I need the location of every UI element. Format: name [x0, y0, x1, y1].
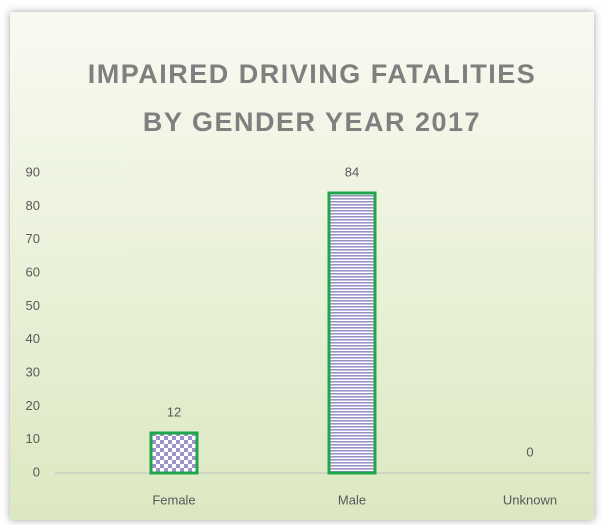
- y-tick-label: 10: [26, 431, 40, 446]
- y-tick-label: 40: [26, 331, 40, 346]
- y-tick-label: 80: [26, 198, 40, 213]
- chart-title: BY GENDER YEAR 2017: [143, 107, 481, 137]
- x-tick-label: Female: [152, 492, 195, 507]
- data-label: 0: [526, 444, 533, 459]
- y-tick-label: 20: [26, 398, 40, 413]
- x-tick-label: Unknown: [503, 492, 557, 507]
- data-label: 12: [167, 404, 181, 419]
- x-tick-label: Male: [338, 492, 366, 507]
- bar: [149, 431, 199, 475]
- y-tick-label: 90: [26, 164, 40, 179]
- bar: [327, 191, 377, 475]
- chart-title: IMPAIRED DRIVING FATALITIES: [88, 59, 537, 89]
- data-label: 84: [345, 164, 359, 179]
- y-tick-label: 70: [26, 231, 40, 246]
- y-tick-label: 0: [33, 464, 40, 479]
- y-tick-label: 50: [26, 298, 40, 313]
- chart-area: [10, 12, 594, 520]
- y-tick-label: 30: [26, 364, 40, 379]
- y-tick-label: 60: [26, 264, 40, 279]
